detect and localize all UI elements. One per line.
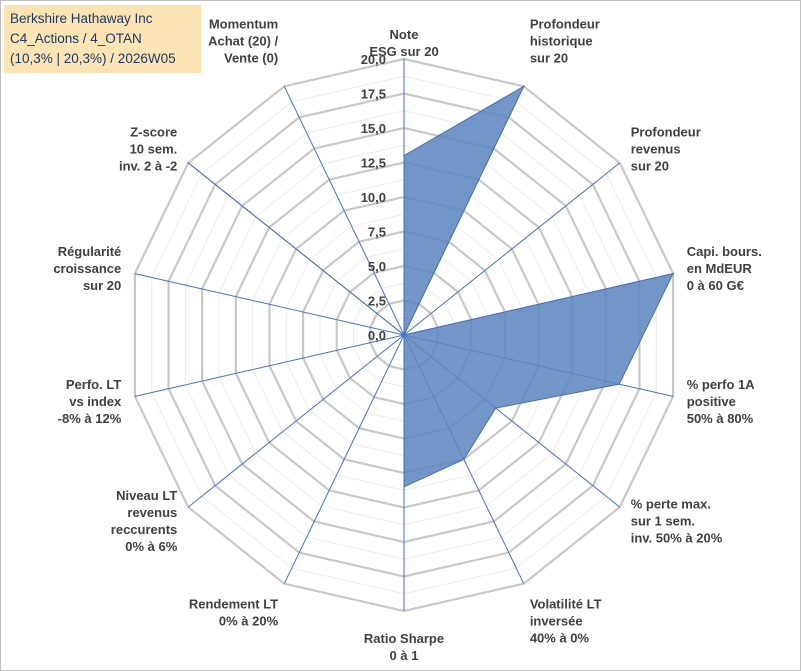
axis-label-line: Régularité: [58, 244, 122, 259]
tick-label: 12,5: [361, 156, 386, 171]
data-point: [187, 162, 190, 164]
axis-label-line: Ratio Sharpe: [364, 631, 444, 646]
axis-label-line: positive: [687, 394, 736, 409]
axis-spoke: [187, 334, 405, 508]
axis-label-line: inv. 50% à 20%: [631, 530, 723, 545]
axis-label: Régularité croissance sur 20: [53, 244, 121, 293]
tick-label: 15,0: [361, 121, 386, 136]
axis-label-line: revenus: [127, 505, 177, 520]
axis-label-line: Momentum: [209, 17, 278, 32]
axis-label: Capi. bours. en MdEUR 0 à 60 G€: [687, 244, 762, 293]
axis-label-line: Achat (20) /: [208, 34, 278, 49]
axis-label-line: Z-score: [130, 125, 177, 140]
axis-label-line: Niveau LT: [116, 488, 177, 503]
data-point: [403, 486, 405, 488]
axis-label-line: sur 20: [83, 278, 121, 293]
axis-label: Momentum Achat (20) / Vente (0): [208, 17, 278, 66]
axis-label-line: % perte max.: [631, 496, 711, 511]
axis-spoke: [134, 334, 405, 397]
axis-label-line: inversée: [530, 613, 583, 628]
axis-label-line: sur 20: [631, 159, 669, 174]
axis-label-line: Perfo. LT: [66, 377, 121, 392]
axis-label-line: -8% à 12%: [58, 411, 122, 426]
axis-label: Profondeur historique sur 20: [530, 17, 600, 66]
tick-label: 0,0: [368, 328, 386, 343]
axis-label-line: 0 à 60 G€: [687, 278, 744, 293]
axis-label-line: croissance: [53, 261, 121, 276]
axis-label-line: 0 à 1: [390, 648, 419, 663]
axis-label-line: Note: [390, 27, 419, 42]
axis-label: Niveau LT revenus reccurents 0% à 6%: [111, 488, 178, 554]
data-point: [403, 334, 405, 336]
axis-label-line: Profondeur: [631, 125, 701, 140]
axis-label: Volatilité LT inversée 40% à 0%: [530, 596, 602, 645]
tick-label: 7,5: [368, 225, 386, 240]
axis-label-line: Rendement LT: [189, 596, 278, 611]
axis-label-line: Capi. bours.: [687, 244, 762, 259]
axis-label-line: Volatilité LT: [530, 596, 602, 611]
axis-label-line: en MdEUR: [687, 261, 753, 276]
chart-title-line-1: Berkshire Hathaway Inc: [10, 11, 153, 26]
axis-label-line: 10 sem.: [130, 142, 178, 157]
axis-spoke: [403, 162, 621, 336]
data-point: [463, 458, 465, 461]
axis-label-line: sur 20: [530, 51, 568, 66]
chart-title-box: Berkshire Hathaway Inc C4_Actions / 4_OT…: [4, 5, 201, 73]
axis-label: Note ESG sur 20: [369, 27, 438, 59]
data-point: [522, 85, 525, 88]
tick-label: 5,0: [368, 259, 386, 274]
axis-label-line: % perfo 1A: [687, 377, 756, 392]
data-point: [494, 407, 497, 409]
axis-label-line: 0% à 6%: [125, 539, 177, 554]
tick-label: 20,0: [361, 52, 386, 67]
axis-label-line: historique: [530, 34, 593, 49]
axis-label-line: revenus: [631, 142, 681, 157]
data-series-area: [187, 85, 674, 488]
axis-spoke: [283, 334, 405, 584]
tick-label: 17,5: [361, 87, 386, 102]
data-point: [672, 272, 674, 275]
axis-label-line: sur 1 sem.: [631, 513, 695, 528]
axis-label-line: ESG sur 20: [369, 44, 438, 59]
tick-label: 10,0: [361, 190, 386, 205]
data-point: [403, 154, 405, 157]
axis-label: Ratio Sharpe 0 à 1: [364, 631, 444, 663]
chart-title-line-2: C4_Actions / 4_OTAN: [10, 31, 142, 46]
axis-label: Profondeur revenus sur 20: [631, 125, 701, 174]
chart-title-line-3: (10,3% | 20,3%) / 2026W05: [10, 51, 176, 66]
axis-label: % perte max. sur 1 sem. inv. 50% à 20%: [631, 496, 723, 545]
axis-label: Perfo. LT vs index -8% à 12%: [58, 377, 122, 426]
axis-label-line: 0% à 20%: [219, 613, 279, 628]
axis-spoke: [134, 273, 405, 336]
axis-label-line: 50% à 80%: [687, 411, 754, 426]
axis-label-line: Profondeur: [530, 17, 600, 32]
axis-label-line: vs index: [69, 394, 122, 409]
data-point: [618, 383, 621, 385]
axis-label: Rendement LT 0% à 20%: [189, 596, 279, 628]
tick-label: 2,5: [368, 294, 386, 309]
axis-label: Z-score 10 sem. inv. 2 à -2: [119, 125, 177, 174]
axis-label-line: reccurents: [111, 522, 177, 537]
axis-label: % perfo 1A positive 50% à 80%: [687, 377, 756, 426]
axis-label-line: inv. 2 à -2: [119, 159, 177, 174]
axis-label-line: Vente (0): [224, 51, 278, 66]
axis-spoke: [283, 86, 405, 336]
axis-label-line: 40% à 0%: [530, 630, 590, 645]
